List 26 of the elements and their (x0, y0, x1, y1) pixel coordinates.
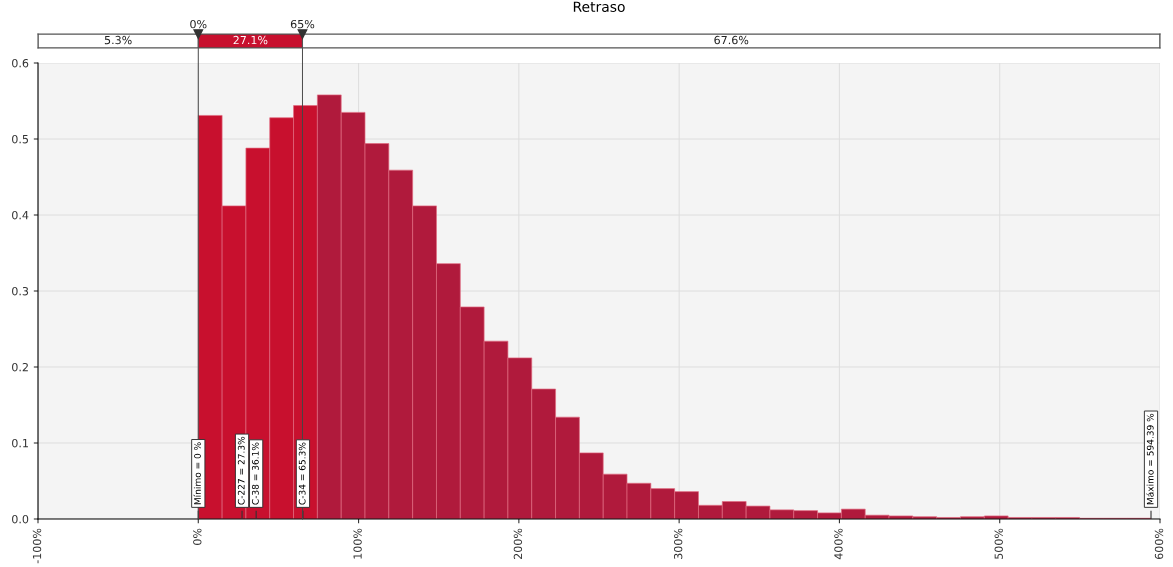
text: 5.3% (104, 35, 132, 45)
y-tick-label: 0.6 (12, 58, 29, 68)
ref-line-label: 0% (190, 19, 207, 29)
y-tick-label: 0.0 (12, 514, 29, 524)
x-tick-label: 200% (513, 528, 523, 559)
annotation: C-34 = 65.3% (298, 442, 306, 505)
y-tick-label: 0.2 (12, 362, 28, 372)
x-tick-label: 500% (994, 528, 1003, 559)
x-tick-label: 400% (834, 528, 843, 560)
annotation: Máximo = 594.39 % (1146, 413, 1154, 505)
x-tick-label: 300% (673, 528, 683, 559)
y-tick-label: 0.4 (12, 210, 29, 220)
text: 27.1% (233, 35, 268, 45)
y-tick-label: 0.5 (12, 134, 28, 144)
text: 67.6% (714, 35, 749, 45)
x-tick-label: 600% (1154, 528, 1164, 560)
y-tick-label: 0.3 (12, 286, 29, 296)
annotation: C-227 = 27.3% (237, 436, 245, 505)
ref-line-label: 65% (290, 19, 315, 29)
x-tick-label: 100% (353, 528, 362, 559)
annotation: Mínimo = 0 % (193, 442, 201, 505)
annotation: C-38 = 36.1% (251, 442, 259, 505)
x-tick-label: 0% (193, 528, 202, 545)
y-tick-label: 0.1 (12, 438, 28, 448)
chart-title: Retraso (573, 1, 625, 12)
x-tick-label: -100% (32, 528, 42, 564)
